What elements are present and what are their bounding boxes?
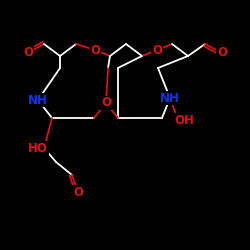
Text: O: O bbox=[217, 46, 227, 60]
Text: NH: NH bbox=[28, 94, 48, 106]
Text: NH: NH bbox=[160, 92, 180, 104]
Text: O: O bbox=[23, 46, 33, 60]
Text: O: O bbox=[101, 96, 111, 110]
Text: O: O bbox=[90, 44, 100, 57]
Text: OH: OH bbox=[174, 114, 194, 126]
Text: O: O bbox=[152, 44, 162, 57]
Text: O: O bbox=[73, 186, 83, 198]
Text: HO: HO bbox=[28, 142, 48, 154]
